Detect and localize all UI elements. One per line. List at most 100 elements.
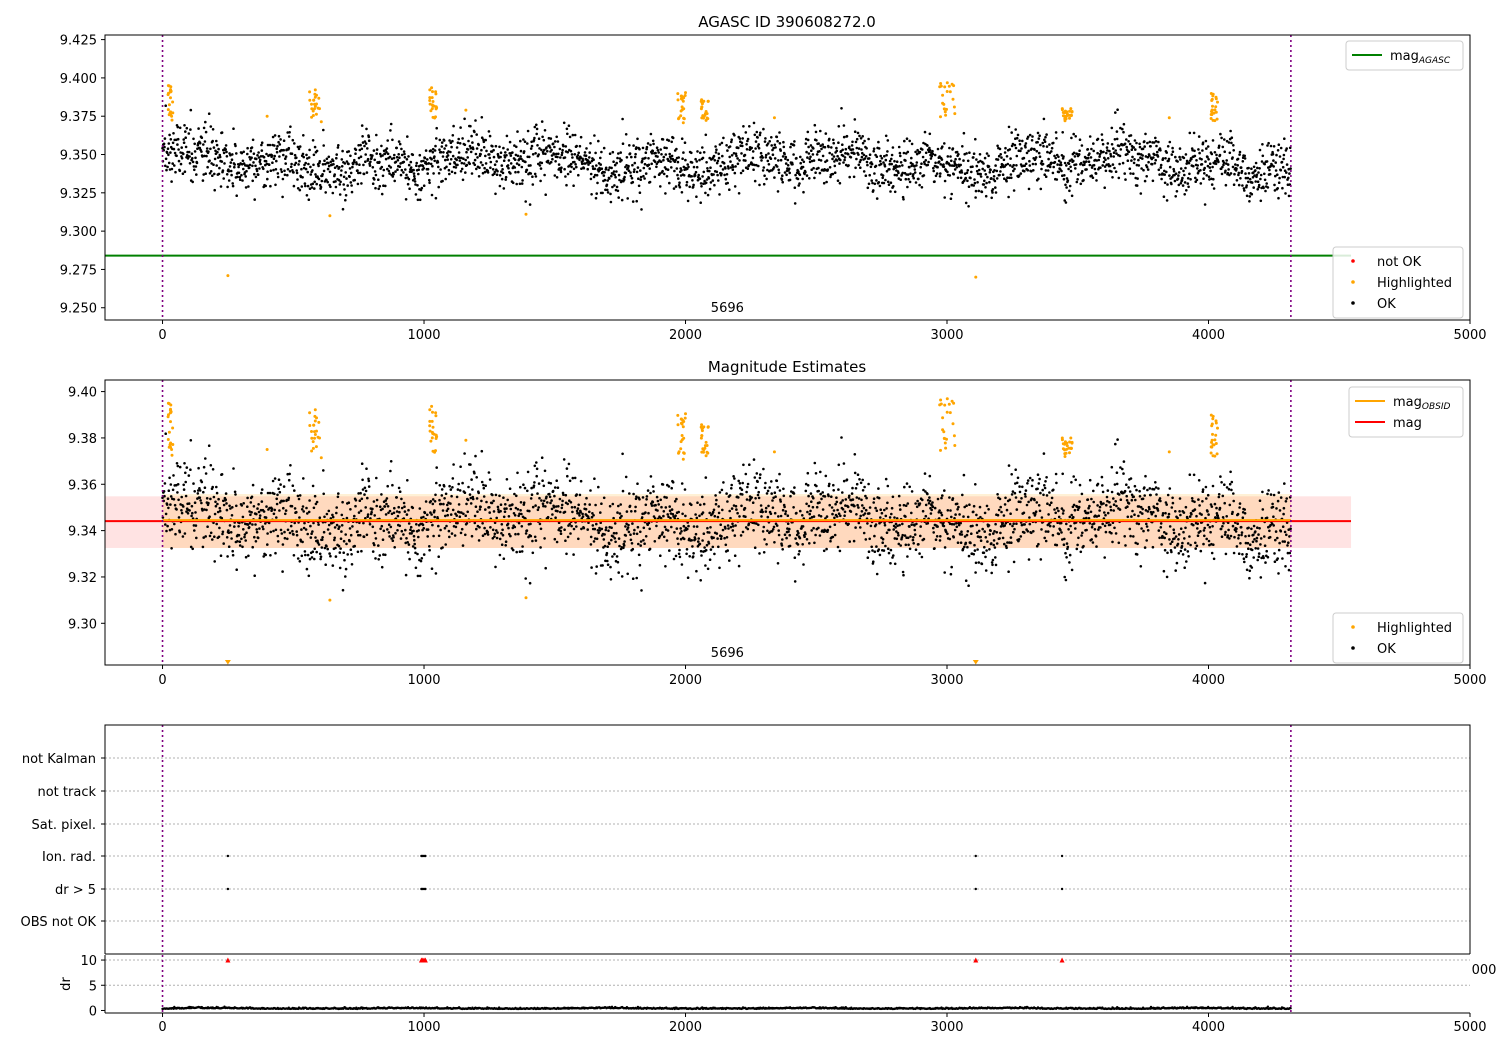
data-point-ok bbox=[1057, 159, 1061, 163]
data-point-ok bbox=[557, 163, 561, 166]
data-point-ok bbox=[482, 146, 486, 149]
data-point-ok bbox=[384, 499, 388, 502]
data-point-ok bbox=[422, 159, 425, 163]
data-point-ok bbox=[994, 164, 997, 167]
data-point-highlighted bbox=[170, 114, 174, 118]
data-point-ok bbox=[162, 142, 166, 146]
data-point-ok bbox=[355, 162, 359, 166]
data-point-ok bbox=[1247, 166, 1250, 170]
data-point-ok bbox=[884, 158, 888, 162]
data-point-ok bbox=[762, 127, 765, 131]
data-point-ok bbox=[480, 148, 483, 152]
data-point-ok bbox=[974, 189, 978, 193]
data-point-ok bbox=[881, 541, 884, 544]
data-point-ok bbox=[326, 180, 330, 184]
data-point-ok bbox=[491, 168, 495, 171]
data-point-ok bbox=[566, 474, 569, 478]
data-point-ok bbox=[848, 494, 851, 498]
data-point-ok bbox=[1167, 157, 1171, 161]
data-point-ok bbox=[671, 136, 675, 140]
data-point-ok bbox=[491, 145, 494, 148]
data-point-ok bbox=[443, 147, 446, 150]
data-point-ok bbox=[353, 544, 357, 548]
data-point-ok bbox=[215, 522, 218, 526]
data-point-ok bbox=[225, 508, 229, 512]
data-point-ok bbox=[920, 186, 924, 189]
data-point-ok bbox=[372, 149, 376, 152]
data-point-ok bbox=[328, 532, 332, 535]
data-point-ok bbox=[698, 542, 702, 546]
data-point-ok bbox=[318, 160, 322, 163]
data-point-ok bbox=[508, 140, 512, 144]
data-point-ok bbox=[872, 189, 875, 192]
data-point-ok bbox=[293, 489, 296, 492]
data-point-ok bbox=[1106, 142, 1110, 145]
data-point-ok bbox=[191, 511, 194, 515]
data-point-ok bbox=[1227, 141, 1231, 144]
data-point-ok bbox=[771, 499, 774, 502]
data-point-highlighted bbox=[680, 105, 684, 109]
data-point-highlighted bbox=[677, 116, 681, 120]
data-point-ok bbox=[955, 150, 959, 154]
data-point-ok bbox=[184, 480, 187, 484]
data-point-ok bbox=[538, 164, 542, 167]
data-point-ok bbox=[782, 494, 786, 498]
data-point-ok bbox=[1062, 155, 1065, 158]
data-point-ok bbox=[303, 550, 307, 553]
data-point-ok bbox=[1105, 151, 1108, 155]
data-point-ok bbox=[788, 527, 791, 531]
data-point-ok bbox=[703, 179, 706, 183]
data-point-ok bbox=[713, 159, 717, 162]
data-point-ok bbox=[1060, 169, 1063, 173]
data-point-ok bbox=[304, 528, 308, 531]
data-point-ok bbox=[959, 176, 963, 180]
data-point-ok bbox=[571, 156, 574, 159]
data-point-ok bbox=[832, 483, 835, 487]
data-point-ok bbox=[337, 178, 341, 182]
data-point-ok bbox=[760, 508, 764, 512]
data-point-ok bbox=[205, 147, 209, 150]
data-point-ok bbox=[731, 529, 735, 532]
data-point-ok bbox=[181, 535, 185, 538]
data-point-ok bbox=[271, 479, 275, 483]
data-point-highlighted bbox=[1213, 108, 1217, 112]
data-point-ok bbox=[457, 503, 461, 506]
data-point-ok bbox=[469, 502, 473, 505]
data-point-ok bbox=[214, 149, 217, 153]
data-point-ok bbox=[517, 514, 520, 518]
data-point-ok bbox=[977, 168, 981, 172]
data-point-ok bbox=[722, 162, 726, 165]
data-point-ok bbox=[899, 508, 902, 511]
data-point-ok bbox=[864, 155, 868, 158]
data-point-ok bbox=[519, 149, 523, 153]
data-point-ok bbox=[1016, 133, 1020, 137]
data-point-ok bbox=[213, 157, 217, 161]
data-point-ok bbox=[806, 484, 810, 487]
data-point-ok bbox=[868, 173, 871, 177]
data-point-ok bbox=[745, 148, 749, 151]
data-point-highlighted bbox=[170, 118, 174, 122]
data-point-ok bbox=[736, 157, 739, 160]
data-point-ok bbox=[1233, 172, 1236, 176]
data-point-ok bbox=[1112, 155, 1115, 158]
data-point-ok bbox=[317, 543, 321, 546]
data-point-ok bbox=[331, 515, 335, 519]
data-point-ok bbox=[604, 559, 607, 563]
data-point-ok bbox=[977, 189, 981, 193]
data-point-ok bbox=[896, 531, 900, 535]
data-point-ok bbox=[548, 492, 551, 496]
data-point-ok bbox=[556, 155, 559, 159]
data-point-ok bbox=[228, 165, 232, 168]
data-point-ok bbox=[756, 480, 759, 484]
data-point-ok bbox=[1109, 154, 1113, 158]
data-point-ok bbox=[238, 175, 242, 179]
data-point-ok bbox=[258, 527, 261, 530]
data-point-ok bbox=[793, 202, 797, 205]
data-point-ok bbox=[897, 171, 900, 175]
data-point-ok bbox=[378, 152, 382, 156]
data-point-ok bbox=[164, 512, 168, 516]
data-point-ok bbox=[417, 535, 420, 539]
data-point-highlighted bbox=[681, 99, 685, 103]
data-point-ok bbox=[1019, 172, 1023, 175]
data-point-ok bbox=[751, 511, 755, 514]
